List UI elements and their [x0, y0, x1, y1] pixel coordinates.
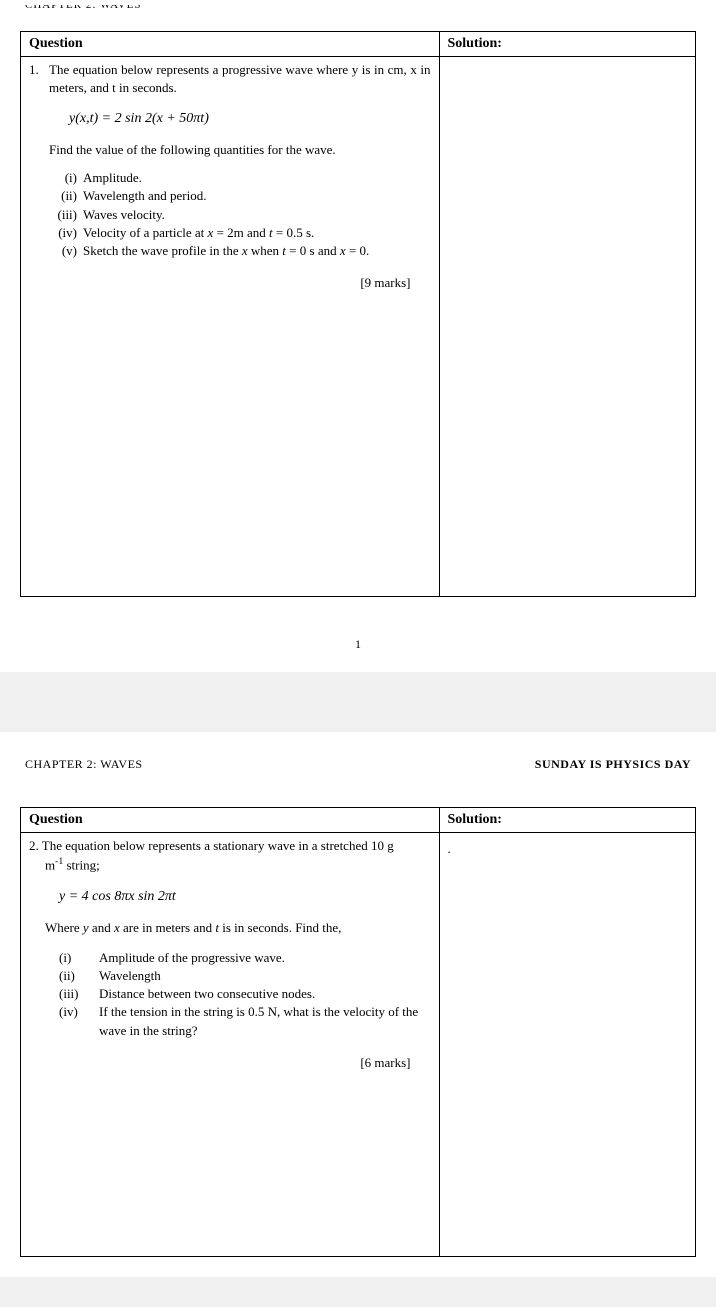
q2-items: (i) Amplitude of the progressive wave. (… — [59, 949, 431, 1040]
page-2: CHAPTER 2: WAVES SUNDAY IS PHYSICS DAY Q… — [0, 732, 716, 1277]
solution-header: Solution: — [439, 32, 696, 57]
q2-item-iii: (iii) Distance between two consecutive n… — [59, 985, 431, 1003]
roman-label: (ii) — [59, 967, 99, 985]
roman-text: Waves velocity. — [83, 206, 165, 224]
roman-text: If the tension in the string is 0.5 N, w… — [99, 1003, 431, 1039]
page-gap — [0, 702, 716, 732]
roman-text: Distance between two consecutive nodes. — [99, 985, 315, 1003]
roman-label: (i) — [49, 169, 83, 187]
q2-item-i: (i) Amplitude of the progressive wave. — [59, 949, 431, 967]
q1-item-i: (i) Amplitude. — [49, 169, 431, 187]
question-table-2: Question Solution: 2. The equation below… — [20, 807, 696, 1257]
roman-label: (v) — [49, 242, 83, 260]
q1-items: (i) Amplitude. (ii) Wavelength and perio… — [49, 169, 431, 260]
q2-line1: 2. The equation below represents a stati… — [29, 837, 431, 855]
q1-item-iv: (iv) Velocity of a particle at x = 2m an… — [49, 224, 431, 242]
solution-header: Solution: — [439, 808, 696, 833]
roman-label: (i) — [59, 949, 99, 967]
question-header: Question — [21, 808, 440, 833]
q2-marks: [6 marks] — [29, 1054, 431, 1072]
roman-label: (ii) — [49, 187, 83, 205]
question-body-2: 2. The equation below represents a stati… — [21, 833, 440, 1257]
header-left: CHAPTER 2: WAVES — [25, 757, 143, 772]
page-number: 1 — [20, 637, 696, 652]
q1-intro: The equation below represents a progress… — [49, 61, 431, 97]
header-left-cut: CHAPTER 2: WAVES — [25, 5, 141, 11]
q1-marks: [9 marks] — [29, 274, 431, 292]
roman-text: Amplitude of the progressive wave. — [99, 949, 285, 967]
q1-item-v: (v) Sketch the wave profile in the x whe… — [49, 242, 431, 260]
q1-item-iii: (iii) Waves velocity. — [49, 206, 431, 224]
solution-body-1 — [439, 57, 696, 597]
q2-item-iv: (iv) If the tension in the string is 0.5… — [59, 1003, 431, 1039]
roman-text: Amplitude. — [83, 169, 142, 187]
roman-text: Wavelength — [99, 967, 161, 985]
roman-label: (iv) — [59, 1003, 99, 1039]
header-right: SUNDAY IS PHYSICS DAY — [535, 757, 691, 772]
q1-prompt: Find the value of the following quantiti… — [29, 141, 431, 159]
page-1: CHAPTER 2: WAVES Question Solution: 1. T… — [0, 0, 716, 672]
q2-item-ii: (ii) Wavelength — [59, 967, 431, 985]
roman-label: (iii) — [59, 985, 99, 1003]
question-body: 1. The equation below represents a progr… — [21, 57, 440, 597]
q1-item-ii: (ii) Wavelength and period. — [49, 187, 431, 205]
solution-body-2: . — [439, 833, 696, 1257]
q2-equation: y = 4 cos 8πx sin 2πt — [59, 887, 431, 907]
spacer — [29, 1072, 431, 1252]
question-header: Question — [21, 32, 440, 57]
roman-text: Sketch the wave profile in the x when t … — [83, 242, 369, 260]
header-cut: CHAPTER 2: WAVES — [20, 5, 696, 13]
roman-text: Wavelength and period. — [83, 187, 207, 205]
roman-label: (iii) — [49, 206, 83, 224]
header-row: CHAPTER 2: WAVES SUNDAY IS PHYSICS DAY — [20, 757, 696, 772]
q2-line2: m-1 string; — [29, 855, 431, 875]
question-table-1: Question Solution: 1. The equation below… — [20, 31, 696, 597]
spacer — [29, 292, 431, 592]
q2-prompt: Where y and x are in meters and t is in … — [29, 919, 431, 937]
q1-number: 1. — [29, 61, 49, 79]
roman-label: (iv) — [49, 224, 83, 242]
roman-text: Velocity of a particle at x = 2m and t =… — [83, 224, 314, 242]
q1-equation: y(x,t) = 2 sin 2(x + 50πt) — [69, 109, 431, 129]
